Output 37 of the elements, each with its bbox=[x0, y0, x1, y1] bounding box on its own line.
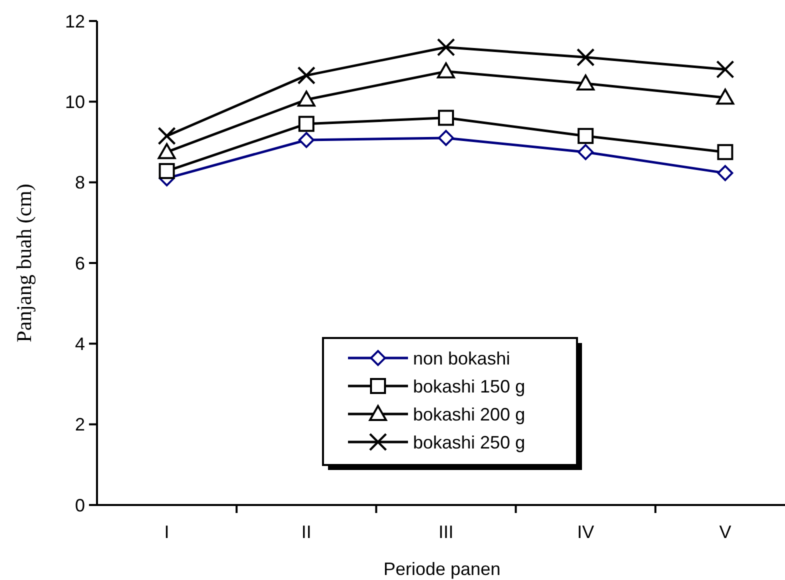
point bbox=[298, 132, 314, 148]
x-tick-label: V bbox=[719, 522, 732, 542]
point bbox=[438, 130, 454, 146]
y-tick-label: 2 bbox=[74, 414, 85, 435]
y-tick-label: 6 bbox=[74, 253, 85, 274]
y-tick-label: 10 bbox=[64, 92, 85, 112]
point bbox=[716, 60, 734, 78]
point bbox=[576, 74, 595, 91]
point bbox=[436, 38, 456, 56]
x-tick-label: III bbox=[438, 522, 454, 542]
point bbox=[438, 110, 454, 126]
point bbox=[717, 144, 734, 160]
point bbox=[298, 116, 314, 132]
y-tick-label: 12 bbox=[64, 11, 85, 32]
x-axis-title: Periode panen bbox=[383, 559, 501, 579]
y-tick-label: 0 bbox=[74, 495, 85, 516]
x-tick-label: IV bbox=[577, 522, 594, 542]
point bbox=[717, 165, 734, 182]
x-tick-label: I bbox=[164, 522, 170, 542]
x-tick-label: II bbox=[301, 522, 312, 542]
y-tick-label: 8 bbox=[74, 172, 85, 193]
legend-label: bokashi 200 g bbox=[413, 404, 526, 424]
y-axis-title: Panjang buah (cm) bbox=[12, 184, 36, 342]
point bbox=[437, 62, 455, 78]
point bbox=[716, 88, 734, 105]
legend-label: bokashi 250 g bbox=[413, 432, 526, 452]
point bbox=[158, 163, 175, 180]
legend-label: non bokashi bbox=[413, 348, 510, 368]
legend-label: bokashi 150 g bbox=[413, 376, 526, 396]
point bbox=[297, 90, 316, 107]
point bbox=[578, 144, 594, 160]
point bbox=[158, 126, 176, 146]
point bbox=[158, 143, 176, 160]
y-tick-label: 4 bbox=[74, 334, 85, 354]
point bbox=[578, 128, 594, 144]
point bbox=[297, 66, 316, 85]
point bbox=[576, 48, 595, 66]
